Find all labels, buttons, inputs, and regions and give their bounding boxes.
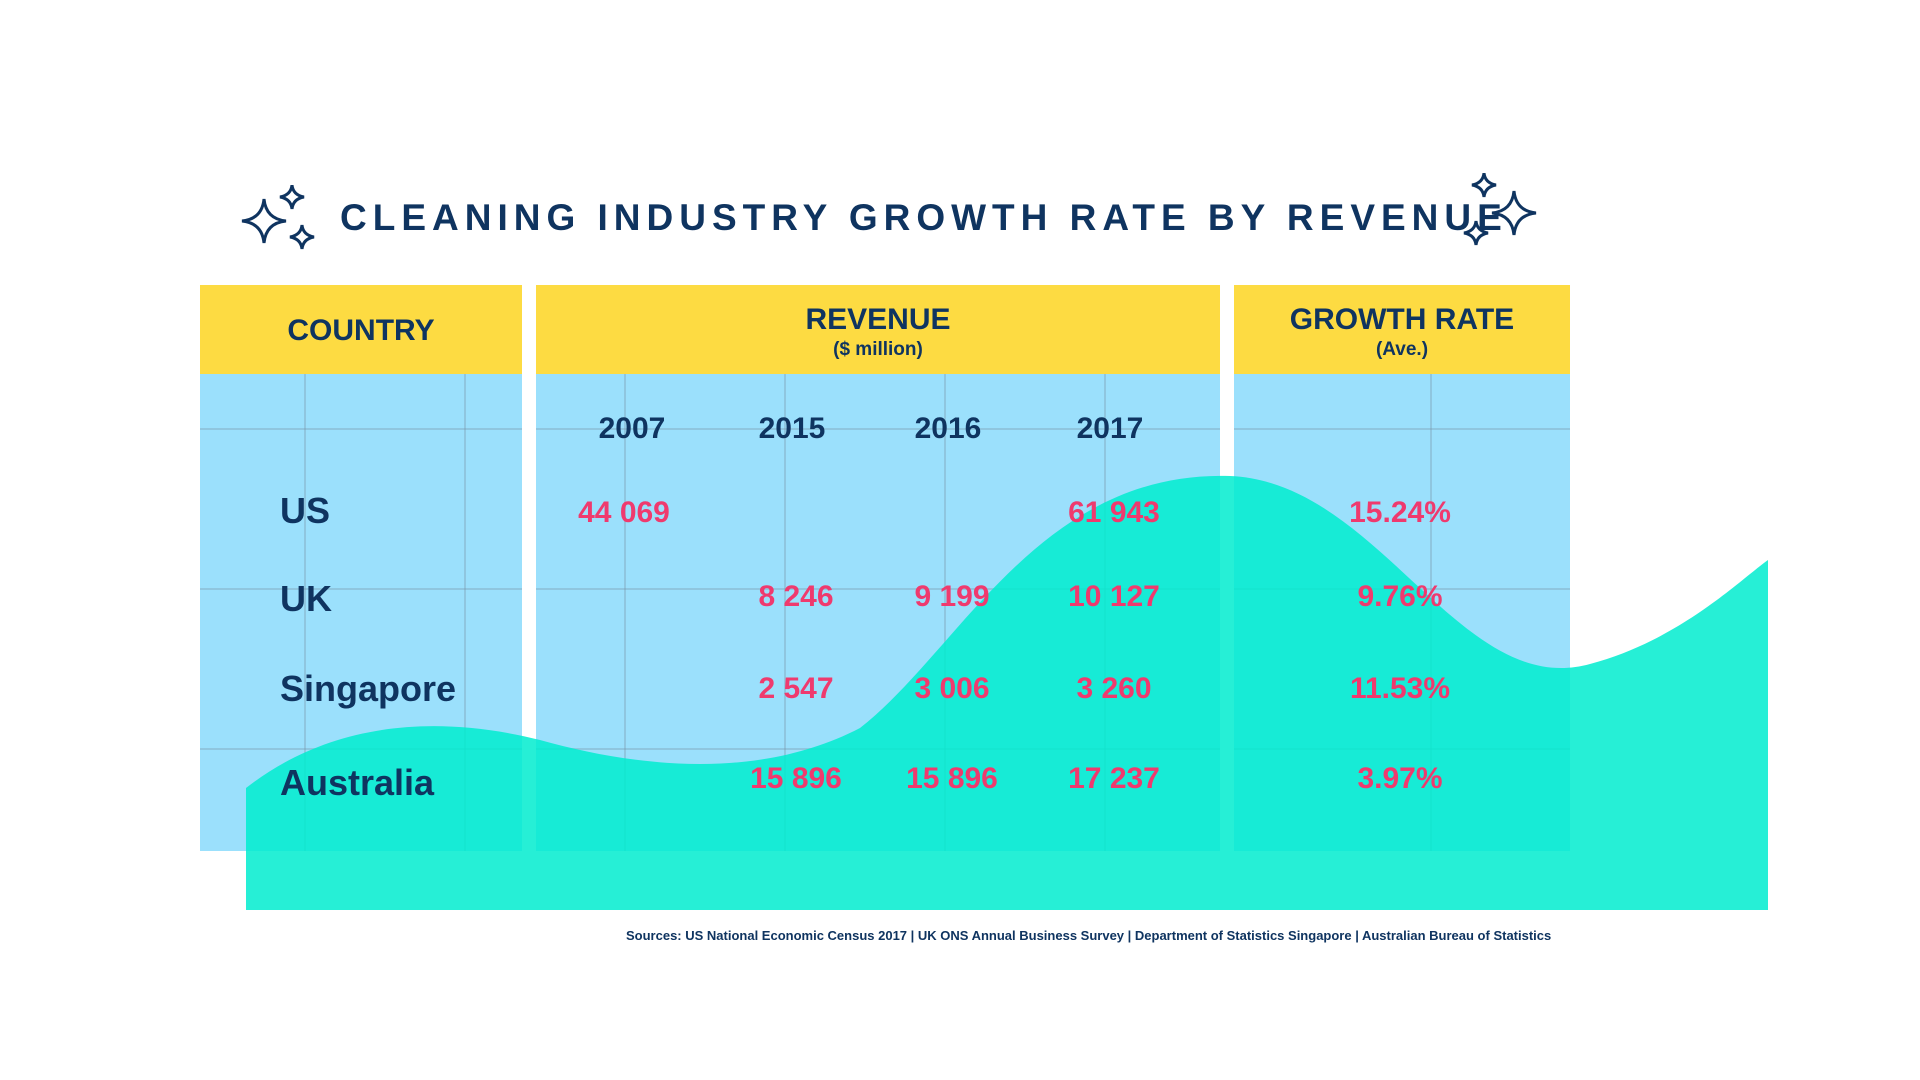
revenue-value: 15 896 xyxy=(906,762,998,795)
year-label: 2016 xyxy=(914,412,982,445)
revenue-value: 3 260 xyxy=(1076,672,1152,705)
year-label: 2007 xyxy=(598,412,666,445)
revenue-unit-label: ($ million) xyxy=(833,339,923,360)
title-area: CLEANING INDUSTRY GROWTH RATE BY REVENUE xyxy=(0,165,1920,250)
growth-header-label: GROWTH RATE xyxy=(1289,303,1515,336)
country-label: Australia xyxy=(280,762,435,803)
grid-line xyxy=(464,374,466,851)
revenue-value: 44 069 xyxy=(578,496,670,529)
revenue-value: 9 199 xyxy=(914,580,990,613)
growth-value: 11.53% xyxy=(1349,672,1451,705)
growth-unit-label: (Ave.) xyxy=(1375,339,1429,360)
country-label: US xyxy=(280,490,331,531)
grid-line xyxy=(624,374,626,851)
grid-line xyxy=(200,428,522,430)
revenue-value: 10 127 xyxy=(1068,580,1160,613)
revenue-value: 8 246 xyxy=(758,580,834,613)
grid-line xyxy=(304,374,306,851)
source-note: Sources: US National Economic Census 201… xyxy=(626,928,1552,943)
grid-line xyxy=(536,428,1220,430)
country-header-label: COUNTRY xyxy=(287,314,435,347)
revenue-value: 2 547 xyxy=(758,672,834,705)
grid-line xyxy=(944,374,946,851)
revenue-header: REVENUE ($ million) xyxy=(536,285,1220,374)
growth-value: 9.76% xyxy=(1357,580,1443,613)
growth-header: GROWTH RATE (Ave.) xyxy=(1234,285,1570,374)
growth-value: 15.24% xyxy=(1349,496,1451,529)
grid-line xyxy=(784,374,786,851)
country-label: Singapore xyxy=(280,668,457,709)
year-label: 2015 xyxy=(758,412,826,445)
revenue-value: 15 896 xyxy=(750,762,842,795)
sparkle-icon xyxy=(1463,173,1537,246)
year-label: 2017 xyxy=(1076,412,1144,445)
revenue-header-label: REVENUE xyxy=(805,303,951,336)
growth-value: 3.97% xyxy=(1357,762,1443,795)
revenue-value: 3 006 xyxy=(914,672,990,705)
chart-title: CLEANING INDUSTRY GROWTH RATE BY REVENUE xyxy=(340,197,1508,238)
country-header: COUNTRY xyxy=(200,285,522,374)
country-label: UK xyxy=(280,578,332,619)
grid-line xyxy=(1234,428,1570,430)
sparkle-icon xyxy=(241,185,315,250)
grid-line xyxy=(536,588,1220,590)
revenue-value: 61 943 xyxy=(1068,496,1160,529)
revenue-value: 17 237 xyxy=(1068,762,1160,795)
grid-line xyxy=(200,588,522,590)
